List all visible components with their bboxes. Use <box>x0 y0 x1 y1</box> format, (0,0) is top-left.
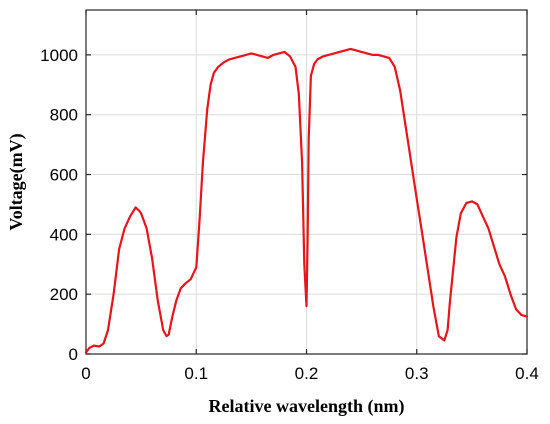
y-tick-label: 0 <box>69 345 78 364</box>
y-tick-label: 600 <box>50 166 78 185</box>
y-tick-label: 1000 <box>40 46 78 65</box>
series-group <box>84 47 529 354</box>
x-tick-labels: 0 0.1 0.2 0.3 0.4 <box>81 364 539 383</box>
x-axis-title: Relative wavelength (nm) <box>209 396 405 417</box>
x-tick-label: 0.4 <box>515 364 539 383</box>
y-tick-label: 400 <box>50 225 78 244</box>
y-tick-labels: 0 200 400 600 800 1000 <box>40 46 78 364</box>
x-tick-label: 0.2 <box>295 364 319 383</box>
x-tick-label: 0.1 <box>184 364 208 383</box>
x-tick-label: 0 <box>81 364 90 383</box>
y-tick-label: 800 <box>50 106 78 125</box>
series-line <box>84 47 529 354</box>
x-tick-label: 0.3 <box>405 364 429 383</box>
y-axis-title: Voltage(mV) <box>6 133 27 230</box>
y-tick-label: 200 <box>50 285 78 304</box>
